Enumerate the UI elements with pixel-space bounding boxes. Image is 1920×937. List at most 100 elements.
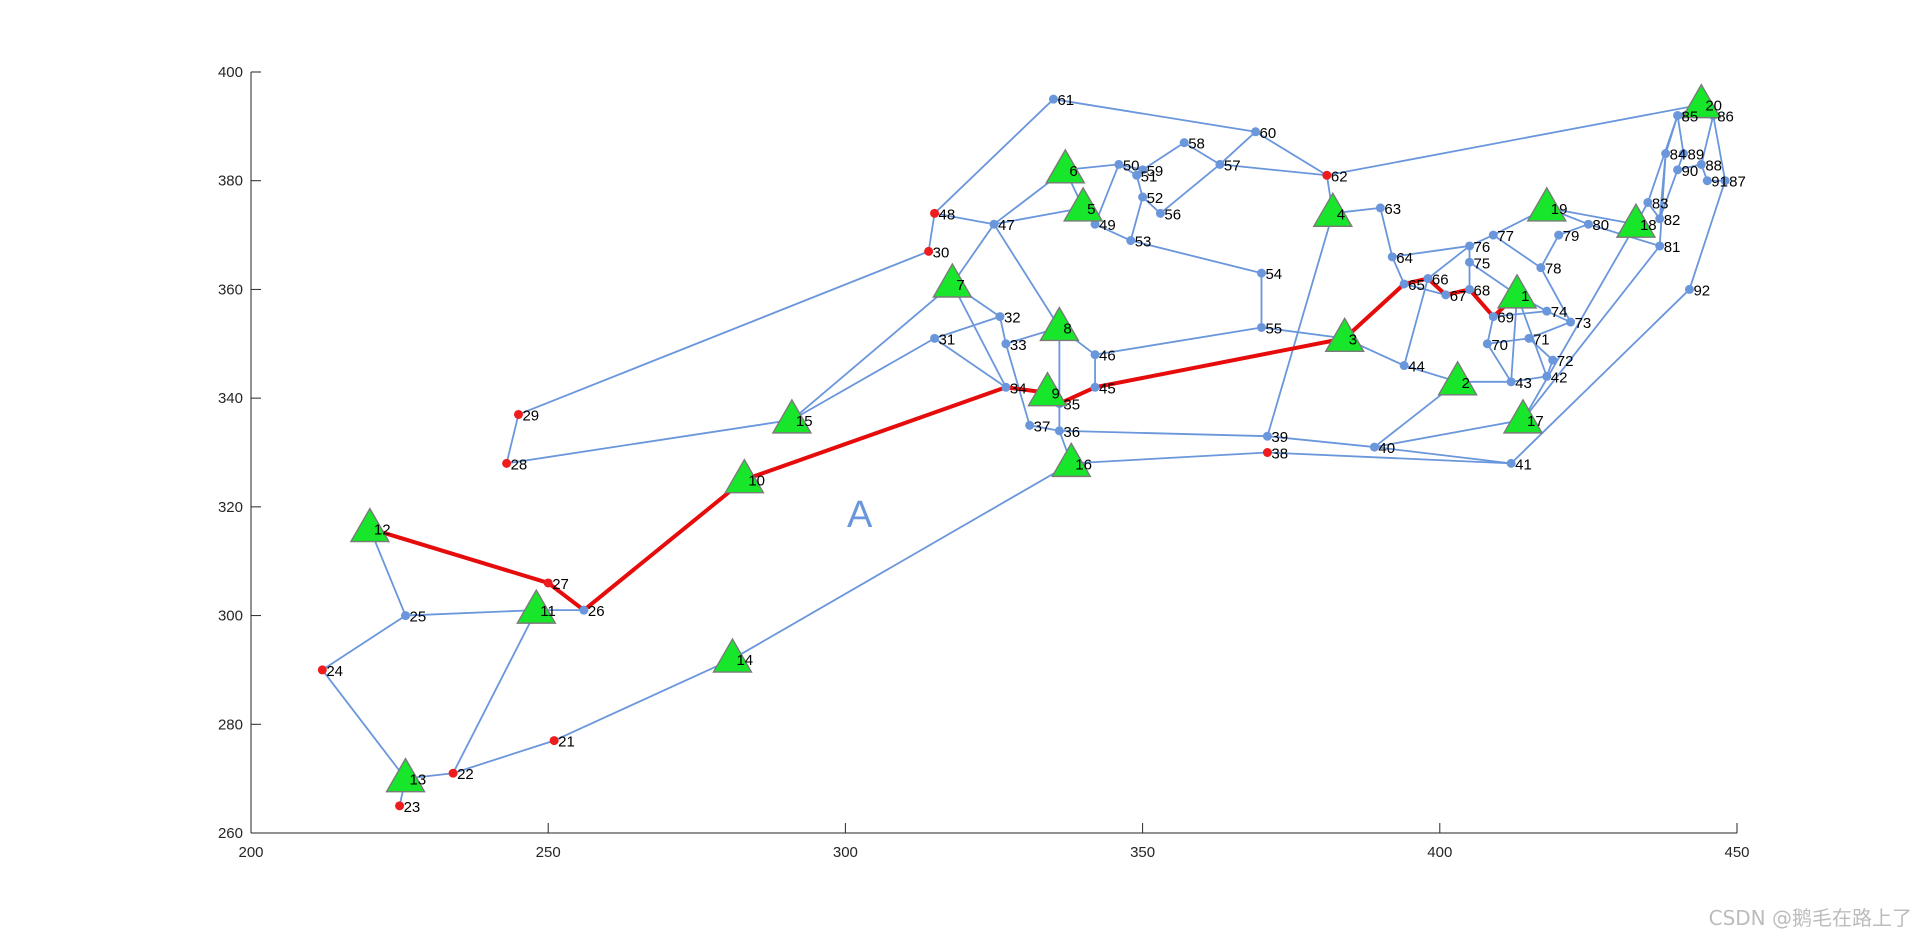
- node-42: [1542, 371, 1552, 381]
- node-label-30: 30: [933, 244, 950, 261]
- edge-78-79: [1540, 234, 1560, 269]
- node-label-13: 13: [410, 772, 427, 789]
- edge-48-47: [934, 212, 995, 226]
- node-75: [1465, 257, 1475, 267]
- edge-48-61: [933, 98, 1055, 214]
- node-label-45: 45: [1099, 380, 1116, 397]
- edge-43-1: [1510, 294, 1518, 382]
- node-84: [1661, 149, 1671, 159]
- node-label-16: 16: [1075, 456, 1092, 473]
- center-marker-12: [349, 507, 391, 543]
- node-label-67: 67: [1450, 288, 1467, 305]
- node-label-51: 51: [1141, 168, 1158, 185]
- center-marker-17: [1502, 398, 1544, 434]
- x-tick-label-200: 200: [238, 844, 263, 861]
- node-label-41: 41: [1515, 456, 1532, 473]
- node-label-72: 72: [1557, 353, 1574, 370]
- edge-47-7: [951, 223, 995, 285]
- edge-49-53: [1094, 223, 1132, 242]
- edge-28-29: [505, 414, 520, 464]
- x-tick-label-450: 450: [1724, 844, 1749, 861]
- node-label-71: 71: [1533, 331, 1550, 348]
- edge-31-32: [934, 315, 1001, 340]
- node-label-68: 68: [1474, 282, 1491, 299]
- edge-60-57: [1219, 131, 1257, 166]
- edge-82-90: [1658, 169, 1679, 220]
- node-54: [1256, 268, 1266, 278]
- node-label-87: 87: [1729, 174, 1746, 191]
- edge-40-17: [1374, 419, 1524, 448]
- center-marker-20: [1681, 83, 1722, 119]
- node-79: [1554, 230, 1564, 240]
- node-label-84: 84: [1670, 147, 1687, 164]
- edge-69-70: [1486, 316, 1495, 344]
- triangles-layer: [349, 83, 1722, 793]
- node-label-52: 52: [1147, 190, 1164, 207]
- node-label-90: 90: [1682, 163, 1699, 180]
- node-68: [1465, 284, 1475, 294]
- edge-56-57: [1159, 163, 1221, 215]
- node-label-76: 76: [1474, 239, 1491, 256]
- node-36: [1054, 426, 1064, 436]
- y-tick-label-400: 400: [218, 64, 243, 81]
- node-label-60: 60: [1260, 125, 1277, 142]
- node-90: [1673, 165, 1683, 175]
- node-label-63: 63: [1384, 201, 1401, 218]
- node-47: [989, 219, 999, 229]
- node-label-85: 85: [1682, 108, 1699, 125]
- node-label-15: 15: [796, 413, 813, 430]
- node-92: [1684, 284, 1694, 294]
- edge-79-80: [1558, 223, 1589, 236]
- node-label-43: 43: [1515, 375, 1532, 392]
- edge-22-21: [452, 739, 555, 775]
- node-87: [1720, 176, 1730, 186]
- edge-24-13: [321, 669, 407, 780]
- edge-43-70: [1486, 343, 1512, 383]
- center-marker-5: [1062, 186, 1104, 222]
- node-label-91: 91: [1711, 174, 1728, 191]
- edge-70-71: [1487, 337, 1530, 345]
- edge-21-14: [553, 658, 733, 742]
- node-61: [1048, 94, 1058, 104]
- node-89: [1679, 149, 1689, 159]
- node-label-83: 83: [1652, 195, 1669, 212]
- node-label-64: 64: [1396, 250, 1413, 267]
- node-label-47: 47: [998, 217, 1015, 234]
- edge-37-36: [1029, 424, 1060, 432]
- edge-92-41: [1510, 288, 1691, 465]
- center-marker-10: [724, 458, 765, 494]
- node-82: [1655, 214, 1665, 224]
- node-59: [1138, 165, 1148, 175]
- node-25: [401, 611, 411, 621]
- node-28: [502, 458, 512, 468]
- node-label-1: 1: [1521, 288, 1529, 305]
- node-label-35: 35: [1063, 397, 1080, 414]
- edge-33-37: [1005, 343, 1031, 426]
- node-40: [1369, 442, 1379, 452]
- edge-87-92: [1688, 180, 1726, 290]
- node-label-37: 37: [1034, 418, 1051, 435]
- center-marker-14: [712, 637, 753, 673]
- node-label-33: 33: [1010, 337, 1027, 354]
- node-label-17: 17: [1527, 413, 1544, 430]
- node-64: [1387, 252, 1397, 262]
- node-65: [1399, 279, 1409, 289]
- node-51: [1132, 170, 1142, 180]
- node-label-49: 49: [1099, 217, 1116, 234]
- y-tick-label-280: 280: [218, 716, 243, 733]
- center-marker-4: [1312, 191, 1354, 228]
- node-21: [549, 736, 559, 746]
- node-label-69: 69: [1497, 310, 1514, 327]
- y-tick-label-380: 380: [218, 173, 243, 190]
- edge-40-41: [1374, 446, 1512, 465]
- node-label-22: 22: [457, 766, 474, 783]
- node-30: [924, 246, 934, 256]
- node-23: [395, 801, 405, 811]
- edge-71-72: [1528, 337, 1554, 361]
- edge-60-62: [1255, 131, 1328, 177]
- center-marker-6: [1045, 148, 1086, 184]
- node-label-25: 25: [410, 609, 427, 626]
- node-73: [1566, 317, 1576, 327]
- node-label-65: 65: [1408, 277, 1425, 294]
